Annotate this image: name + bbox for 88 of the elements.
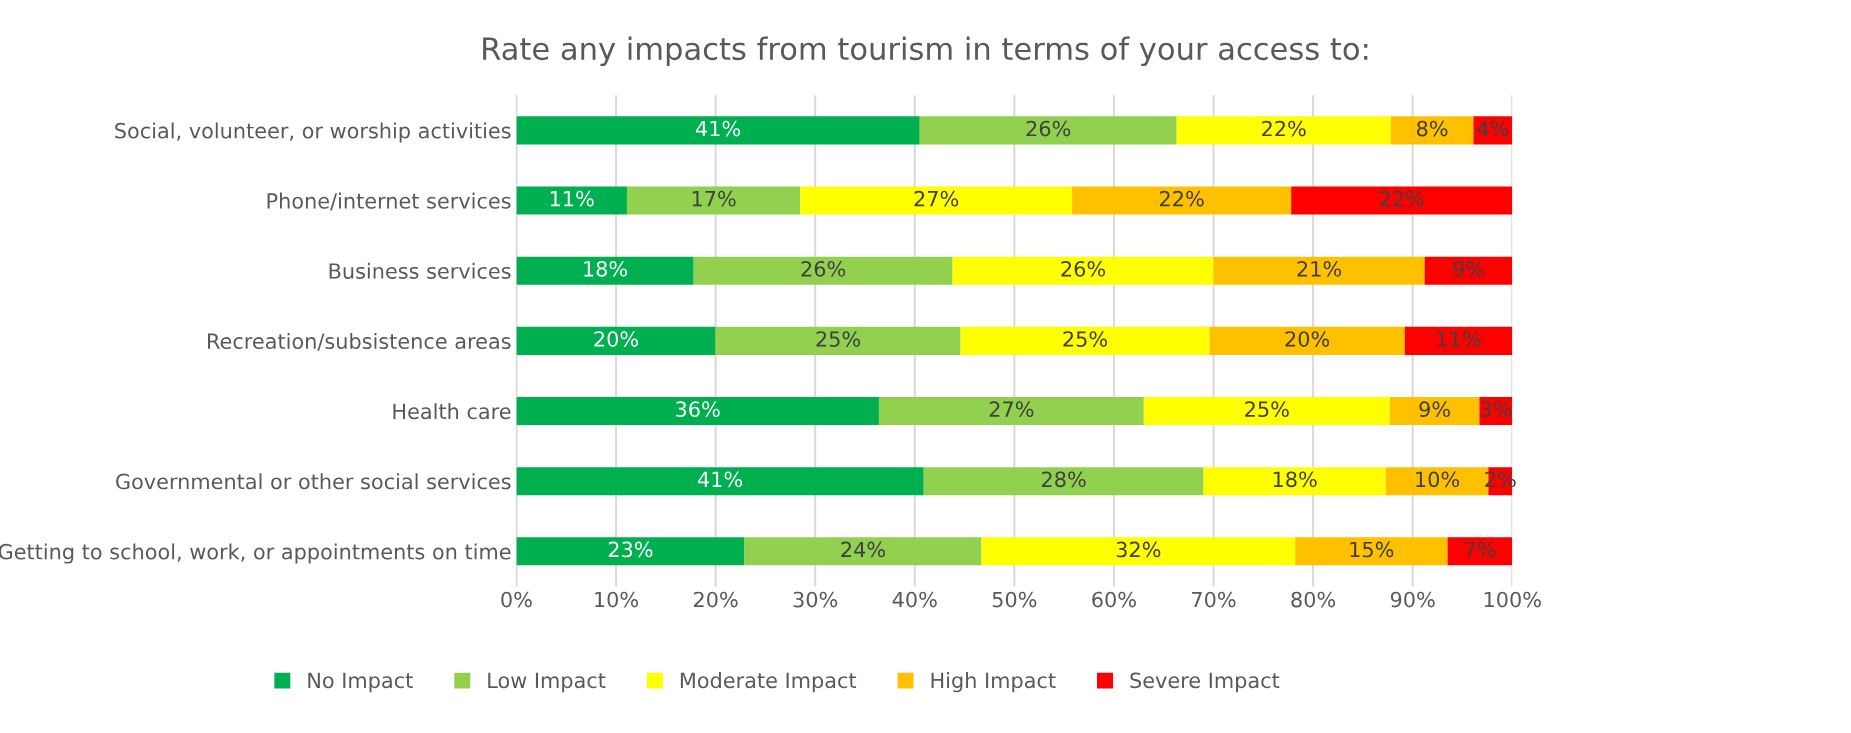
bar xyxy=(516,326,716,355)
x-tick-label: 100% xyxy=(1484,591,1541,608)
bar xyxy=(1424,256,1513,285)
bar xyxy=(1203,467,1386,496)
x-tick-label: 40% xyxy=(892,591,937,608)
data-label: 26% xyxy=(801,260,846,277)
data-label: 7% xyxy=(1465,541,1496,558)
x-tick-label: 20% xyxy=(693,591,738,608)
data-label: 10% xyxy=(1416,471,1460,488)
bar xyxy=(919,116,1177,145)
x-tick-label: 80% xyxy=(1291,591,1336,608)
data-label: 22% xyxy=(1160,190,1204,207)
data-label: 15% xyxy=(1350,541,1394,558)
y-tick-label: Recreation/subsistence areas xyxy=(208,332,511,351)
data-label: 20% xyxy=(594,331,639,347)
data-label: 3% xyxy=(1480,401,1512,418)
bar xyxy=(1390,116,1474,145)
bar xyxy=(516,467,924,496)
bar xyxy=(960,326,1210,355)
bar xyxy=(1389,396,1480,426)
data-label: 25% xyxy=(816,331,861,347)
data-label: 20% xyxy=(1285,331,1330,347)
x-tick-label: 90% xyxy=(1390,591,1435,608)
data-label: 9% xyxy=(1419,401,1450,418)
bar xyxy=(516,186,627,215)
bar xyxy=(1291,186,1513,215)
data-label: 8% xyxy=(1416,120,1448,137)
x-tick-label: 30% xyxy=(793,591,838,608)
data-label: 11% xyxy=(1437,331,1481,347)
data-label: 17% xyxy=(692,190,736,207)
bar xyxy=(1404,326,1513,355)
bar xyxy=(1209,326,1405,355)
y-tick-label: Health care xyxy=(393,403,511,420)
data-label: 26% xyxy=(1061,260,1106,277)
legend-label: No Impact xyxy=(308,672,413,693)
data-label: 11% xyxy=(550,190,594,207)
bar xyxy=(1072,186,1292,215)
data-label: 28% xyxy=(1042,471,1086,488)
data-label: 41% xyxy=(695,120,741,137)
data-label: 22% xyxy=(1380,190,1424,207)
bar xyxy=(1295,537,1448,566)
legend-label: Low Impact xyxy=(488,672,606,693)
bar xyxy=(516,396,879,426)
data-label: 18% xyxy=(584,260,628,277)
bar xyxy=(1213,256,1425,285)
data-label: 22% xyxy=(1262,120,1306,137)
bar xyxy=(693,256,953,285)
bar xyxy=(516,256,694,285)
bar xyxy=(1143,396,1390,426)
legend-label: Severe Impact xyxy=(1130,672,1280,693)
data-label: 9% xyxy=(1453,260,1484,277)
data-label: 41% xyxy=(697,471,743,488)
chart-title: Rate any impacts from tourism in terms of your access to: xyxy=(483,36,1368,67)
legend-label: Moderate Impact xyxy=(680,672,857,693)
data-label: 26% xyxy=(1026,120,1071,137)
x-tick-label: 10% xyxy=(595,591,639,608)
x-tick-label: 60% xyxy=(1092,591,1136,608)
data-label: 27% xyxy=(914,190,959,207)
legend-label: High Impact xyxy=(931,672,1056,693)
bar xyxy=(800,186,1073,215)
x-tick-label: 70% xyxy=(1192,591,1236,608)
data-label: 25% xyxy=(1245,401,1289,418)
y-tick-label: Phone/internet services xyxy=(267,192,511,211)
data-label: 18% xyxy=(1273,471,1317,488)
data-label: 24% xyxy=(841,541,885,558)
bar xyxy=(516,537,745,566)
bar xyxy=(744,537,982,566)
y-tick-label: Governmental or other social services xyxy=(116,473,511,490)
y-tick-label: Social, volunteer, or worship activities xyxy=(115,122,511,143)
data-label: 36% xyxy=(676,401,720,418)
bar xyxy=(878,396,1144,426)
y-tick-label: Business services xyxy=(329,262,511,279)
data-label: 4% xyxy=(1477,120,1509,137)
bar xyxy=(981,537,1296,566)
data-label: 23% xyxy=(608,541,653,558)
data-label: 21% xyxy=(1297,260,1342,277)
bar xyxy=(626,186,801,215)
bar xyxy=(1176,116,1391,145)
bar xyxy=(516,116,920,145)
bar xyxy=(952,256,1214,285)
data-label: 32% xyxy=(1116,541,1161,558)
bar xyxy=(715,326,961,355)
x-tick-label: 50% xyxy=(992,591,1037,608)
data-label: 25% xyxy=(1063,331,1108,347)
bar xyxy=(923,467,1204,496)
x-tick-label: 0% xyxy=(501,591,532,608)
bar xyxy=(1447,537,1513,566)
data-label: 27% xyxy=(989,401,1034,418)
